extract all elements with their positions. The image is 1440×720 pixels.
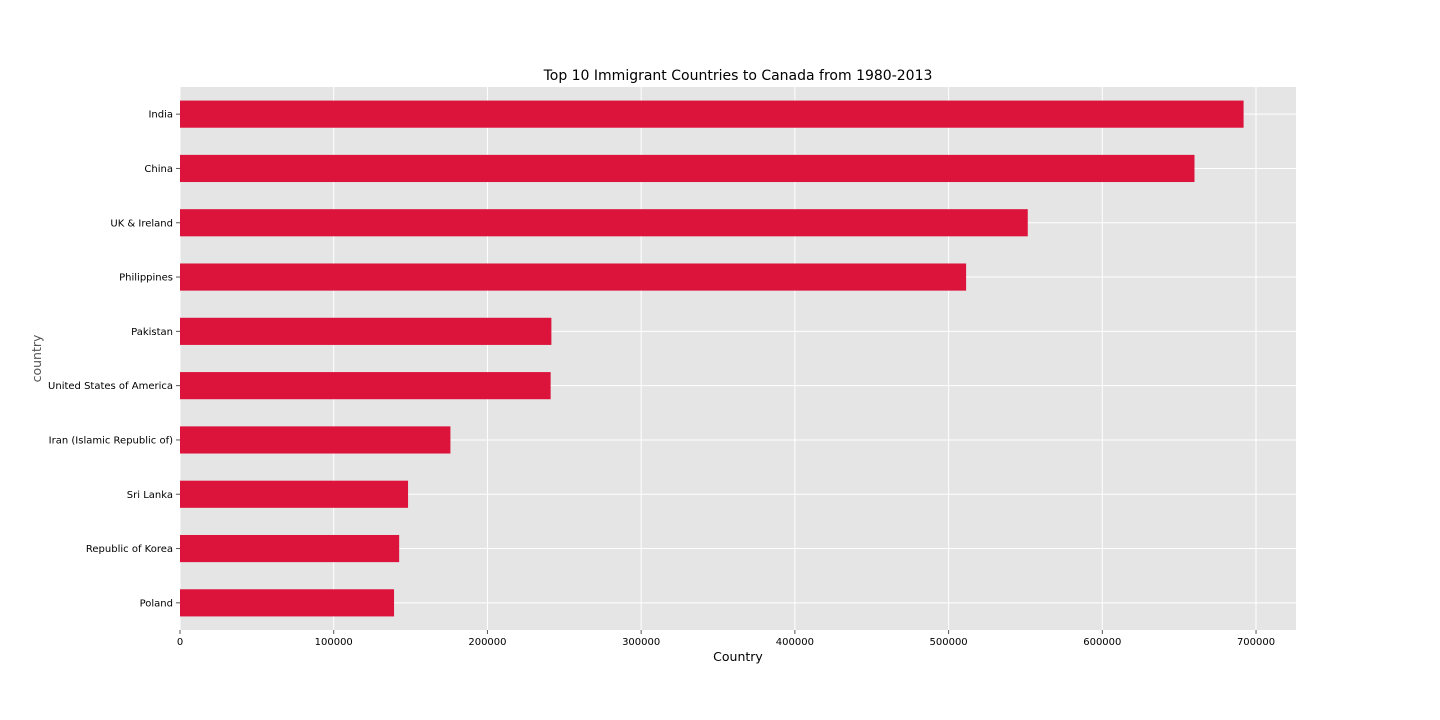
y-tick-label: United States of America: [48, 381, 173, 392]
x-tick-label: 700000: [1237, 637, 1275, 648]
bar: [180, 372, 551, 400]
bar: [180, 209, 1028, 237]
x-tick-label: 600000: [1083, 637, 1121, 648]
bar: [180, 317, 552, 345]
x-tick-label: 200000: [468, 637, 506, 648]
y-tick-label: Philippines: [119, 273, 173, 284]
x-tick-label: 100000: [315, 637, 353, 648]
x-tick-label: 0: [177, 637, 183, 648]
y-tick-label: China: [144, 164, 173, 175]
y-tick-label: Republic of Korea: [86, 544, 173, 555]
x-tick-label: 500000: [930, 637, 968, 648]
y-axis-label: country: [29, 334, 44, 382]
bar: [180, 534, 400, 563]
y-axis-ticks: India China UK & Ireland Philippines Pakista…: [48, 110, 180, 609]
x-tick-label: 300000: [622, 637, 660, 648]
y-tick-label: Iran (Islamic Republic of): [49, 435, 173, 446]
bar: [180, 263, 967, 291]
bar: [180, 589, 395, 617]
x-axis-label: Country: [713, 649, 763, 664]
bar: [180, 100, 1244, 128]
bar: [180, 480, 409, 508]
chart-title: Top 10 Immigrant Countries to Canada fro…: [543, 68, 933, 84]
y-tick-label: UK & Ireland: [110, 218, 173, 229]
y-tick-label: Sri Lanka: [127, 490, 173, 501]
bars: [180, 100, 1244, 617]
y-tick-label: Pakistan: [131, 327, 173, 338]
x-axis-ticks: 0 100000 200000 300000 400000 500000 600000 700…: [177, 630, 1275, 648]
y-tick-label: Poland: [140, 598, 173, 609]
x-tick-label: 400000: [776, 637, 814, 648]
bar: [180, 154, 1195, 183]
bar: [180, 426, 451, 454]
y-tick-label: India: [148, 110, 173, 121]
